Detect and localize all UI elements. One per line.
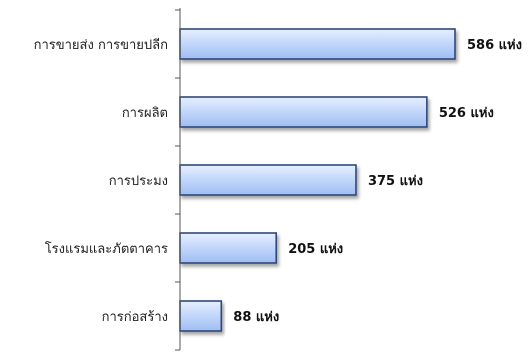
- value-label: 375 แห่ง: [368, 174, 423, 189]
- value-label: 88 แห่ง: [233, 310, 279, 325]
- bar: [179, 164, 357, 196]
- category-label: การขายส่ง การขายปลีก: [34, 37, 168, 53]
- bars-group: [179, 28, 456, 332]
- value-label: 586 แห่ง: [467, 38, 522, 53]
- value-label: 205 แห่ง: [288, 242, 343, 257]
- y-axis-ticks: [175, 9, 180, 351]
- category-label: การประมง: [109, 174, 168, 189]
- category-label: โรงแรมและภัตตาคาร: [45, 241, 168, 257]
- category-label: การก่อสร้าง: [102, 310, 168, 325]
- value-label: 526 แห่ง: [439, 106, 494, 121]
- bar: [179, 28, 456, 60]
- bar: [179, 96, 428, 128]
- value-labels: 586 แห่ง 526 แห่ง 375 แห่ง 205 แห่ง 88 แห่ง: [233, 38, 522, 325]
- category-label: การผลิต: [122, 106, 168, 121]
- category-labels: การขายส่ง การขายปลีกการผลิตการประมงโรงแร…: [34, 37, 168, 325]
- bar: [179, 300, 223, 332]
- bar: [179, 232, 278, 264]
